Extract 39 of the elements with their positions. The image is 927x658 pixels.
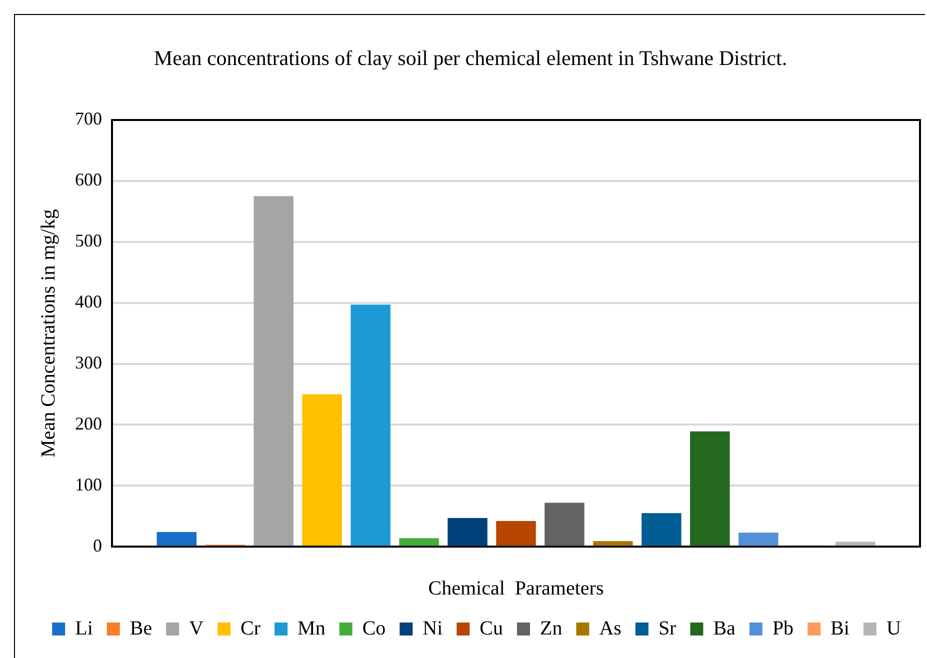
bar (254, 196, 294, 546)
y-tick-label: 500 (75, 230, 102, 251)
legend-label: Pb (772, 617, 794, 640)
legend-label: As (599, 617, 622, 640)
legend-label: Ba (713, 617, 736, 640)
bar (642, 513, 682, 546)
y-tick-label: 600 (75, 170, 102, 190)
bar (448, 518, 488, 546)
legend-label: Co (362, 617, 386, 640)
bar (690, 431, 730, 546)
y-tick-label: 0 (93, 535, 102, 556)
legend-label: Bi (830, 617, 850, 640)
bar (738, 532, 778, 546)
bar (302, 394, 342, 546)
bar (544, 502, 584, 546)
legend-label: Cr (240, 617, 261, 640)
legend-label: Mn (298, 617, 326, 640)
legend-label: Zn (540, 617, 562, 640)
legend-label: U (886, 617, 902, 640)
legend-label: Sr (658, 617, 677, 640)
y-tick-label: 700 (75, 108, 102, 129)
bar (399, 538, 439, 546)
y-tick-label: 200 (75, 413, 102, 434)
y-axis-title: Mean Concentrations in mg/kg (37, 209, 60, 458)
legend-label: V (189, 617, 204, 640)
y-tick-label: 100 (75, 474, 102, 494)
legend-label: Li (75, 617, 94, 640)
bar (496, 521, 536, 546)
x-axis-title: Chemical Parameters (428, 577, 604, 600)
bar (156, 532, 197, 546)
legend-label: Ni (422, 617, 444, 640)
legend-label: Cu (480, 617, 503, 640)
legend-label: Be (130, 617, 152, 640)
bar (350, 304, 390, 546)
y-tick-label: 400 (75, 292, 102, 312)
bar (835, 542, 876, 546)
chart-title: Mean concentrations of clay soil per chemical element in Tshwane District. (154, 45, 788, 72)
bar (593, 541, 633, 546)
y-tick-label: 300 (75, 352, 102, 373)
